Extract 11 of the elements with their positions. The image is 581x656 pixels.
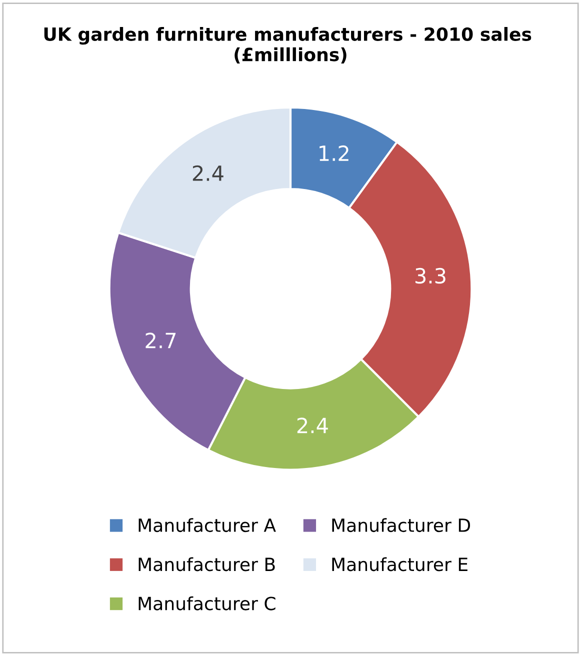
data-label: 3.3	[416, 268, 446, 284]
data-label: 1.2	[320, 145, 348, 161]
legend-label: Manufacturer E	[332, 557, 468, 572]
data-label: 2.7	[146, 332, 176, 348]
data-label: 2.4	[192, 165, 224, 181]
legend-label: Manufacturer C	[138, 596, 276, 610]
legend-label: Manufacturer B	[138, 557, 275, 572]
data-label: 2.4	[297, 418, 328, 434]
chart-title: UK garden furniture manufacturers - 2010 sales (£milllions)	[44, 27, 532, 64]
legend-label: Manufacturer D	[332, 518, 470, 532]
legend-label: Manufacturer A	[138, 518, 276, 532]
